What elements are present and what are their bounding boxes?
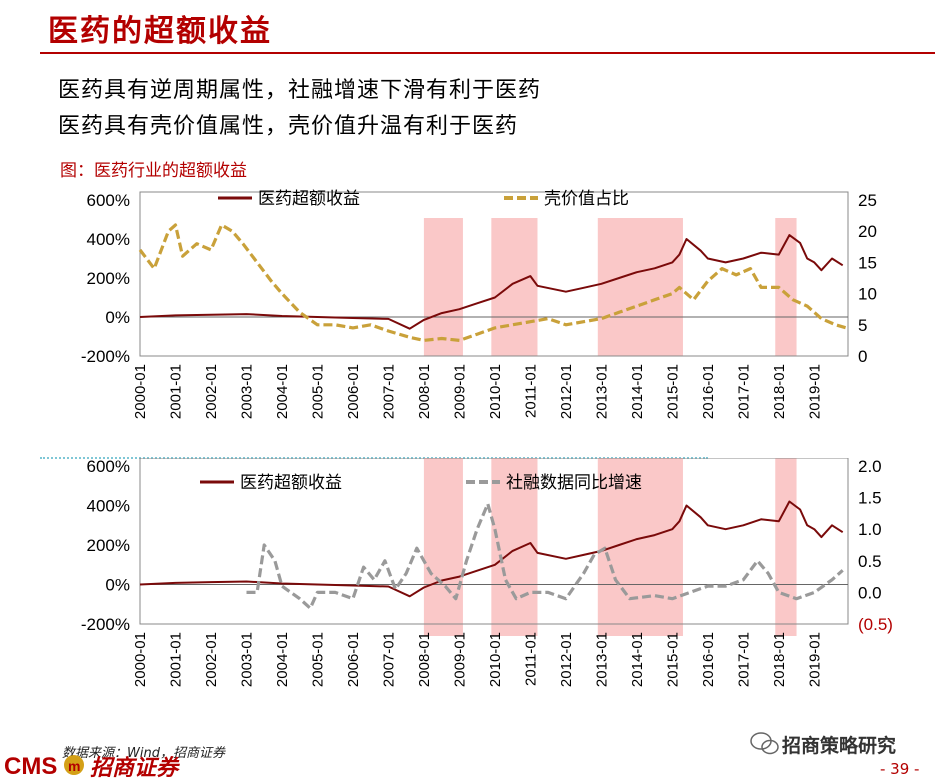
y-left-tick-label: 400% — [87, 497, 130, 516]
y-right-tick-label: 1.5 — [858, 489, 882, 508]
legend-label-secondary: 社融数据同比增速 — [506, 473, 642, 492]
bullet-2: 医药具有壳价值属性，壳价值升温有利于医药 — [58, 114, 519, 139]
y-left-tick-label: -200% — [81, 615, 130, 634]
x-tick-label: 2015-01 — [664, 632, 681, 687]
x-tick-label: 2003-01 — [238, 364, 255, 419]
x-tick-label: 2000-01 — [132, 632, 149, 687]
brand-text: CMS — [4, 753, 57, 780]
title-divider — [40, 52, 935, 54]
plot-frame — [139, 458, 849, 625]
y-right-tick-label: 10 — [858, 285, 877, 304]
y-right-tick-label: 1.0 — [858, 520, 882, 539]
x-tick-label: 2002-01 — [203, 364, 220, 419]
x-tick-label: 2008-01 — [416, 632, 433, 687]
x-tick-label: 2017-01 — [735, 364, 752, 419]
bullet-1: 医药具有逆周期属性，社融增速下滑有利于医药 — [58, 78, 542, 103]
y-right-tick-label: 0.5 — [858, 552, 882, 571]
x-tick-label: 2001-01 — [167, 364, 184, 419]
x-tick-label: 2018-01 — [771, 632, 788, 687]
x-tick-label: 2016-01 — [700, 364, 717, 419]
x-tick-label: 2017-01 — [735, 632, 752, 687]
x-tick-label: 2010-01 — [487, 364, 504, 419]
x-tick-label: 2000-01 — [132, 364, 149, 419]
secondary-series-line — [246, 502, 844, 610]
bottom-chart: 600% 400% 200% 0% -200% 2.0 1.5 1.0 0.5 0.0 (0.5) 2… — [81, 458, 893, 687]
x-tick-label: 2015-01 — [664, 364, 681, 419]
x-tick-label: 2009-01 — [451, 364, 468, 419]
x-tick-label: 2011-01 — [522, 632, 539, 686]
y-right-tick-label: 20 — [858, 222, 877, 241]
y-left-tick-label: -200% — [81, 347, 130, 366]
x-tick-label: 2008-01 — [416, 364, 433, 419]
excess-return-line — [139, 234, 844, 330]
figure-caption: 图：医药行业的超额收益 — [60, 161, 247, 181]
shaded-period — [597, 218, 683, 356]
shaded-period — [491, 218, 538, 356]
secondary-series-line — [138, 223, 847, 342]
x-tick-label: 2018-01 — [771, 364, 788, 419]
shaded-period — [423, 218, 463, 356]
x-tick-label: 2019-01 — [806, 364, 823, 419]
y-left-tick-label: 600% — [87, 191, 130, 210]
x-tick-label: 2013-01 — [593, 364, 610, 419]
y-right-tick-label: 0.0 — [858, 583, 882, 602]
x-tick-label: 2012-01 — [558, 364, 575, 419]
y-left-tick-label: 0% — [105, 576, 130, 595]
y-left-tick-label: 600% — [87, 458, 130, 476]
y-right-tick-label: 15 — [858, 253, 877, 272]
y-right-tick-label: 5 — [858, 316, 867, 335]
svg-text:m: m — [68, 758, 80, 774]
y-right-tick-label: 25 — [858, 191, 877, 210]
legend-label-excess: 医药超额收益 — [240, 473, 342, 492]
y-left-tick-label: 400% — [87, 230, 130, 249]
x-tick-label: 2011-01 — [522, 364, 539, 418]
x-tick-label: 2004-01 — [274, 364, 291, 419]
x-tick-label: 2004-01 — [274, 632, 291, 687]
brand-cn-text: 招商证券 — [90, 755, 180, 780]
y-left-tick-label: 0% — [105, 308, 130, 327]
watermark-text: 招商策略研究 — [782, 735, 897, 757]
x-tick-label: 2007-01 — [380, 364, 397, 419]
x-tick-label: 2006-01 — [345, 632, 362, 687]
x-tick-label: 2019-01 — [806, 632, 823, 687]
cms-logo: CMS m 招商证券 — [4, 753, 180, 780]
y-left-tick-label: 200% — [87, 269, 130, 288]
y-right-tick-label: (0.5) — [858, 615, 893, 634]
x-tick-label: 2014-01 — [629, 364, 646, 419]
x-tick-label: 2005-01 — [309, 632, 326, 687]
y-right-tick-label: 0 — [858, 347, 867, 366]
x-tick-label: 2012-01 — [558, 632, 575, 687]
legend-label-excess: 医药超额收益 — [258, 189, 360, 208]
x-tick-label: 2007-01 — [380, 632, 397, 687]
x-tick-label: 2006-01 — [345, 364, 362, 419]
page-number: - 39 - — [880, 760, 920, 778]
x-tick-label: 2014-01 — [629, 632, 646, 687]
plot-frame — [139, 191, 849, 357]
shaded-period — [775, 458, 797, 636]
top-chart: 600% 400% 200% 0% -200% 25 20 15 10 5 0 2000-01 2001… — [81, 189, 877, 419]
y-right-tick-label: 2.0 — [858, 458, 882, 476]
x-tick-label: 2009-01 — [451, 632, 468, 687]
shaded-period — [423, 458, 463, 636]
wechat-icon — [750, 732, 779, 755]
page-title: 医药的超额收益 — [48, 14, 272, 49]
legend-label-secondary: 壳价值占比 — [544, 189, 629, 208]
x-tick-label: 2005-01 — [309, 364, 326, 419]
x-tick-label: 2001-01 — [167, 632, 184, 687]
x-tick-label: 2016-01 — [700, 632, 717, 687]
data-source: 数据来源：Wind，招商证券 — [62, 746, 225, 761]
x-tick-label: 2002-01 — [203, 632, 220, 687]
y-left-tick-label: 200% — [87, 536, 130, 555]
x-tick-label: 2010-01 — [487, 632, 504, 687]
x-tick-label: 2003-01 — [238, 632, 255, 687]
x-tick-label: 2013-01 — [593, 632, 610, 687]
